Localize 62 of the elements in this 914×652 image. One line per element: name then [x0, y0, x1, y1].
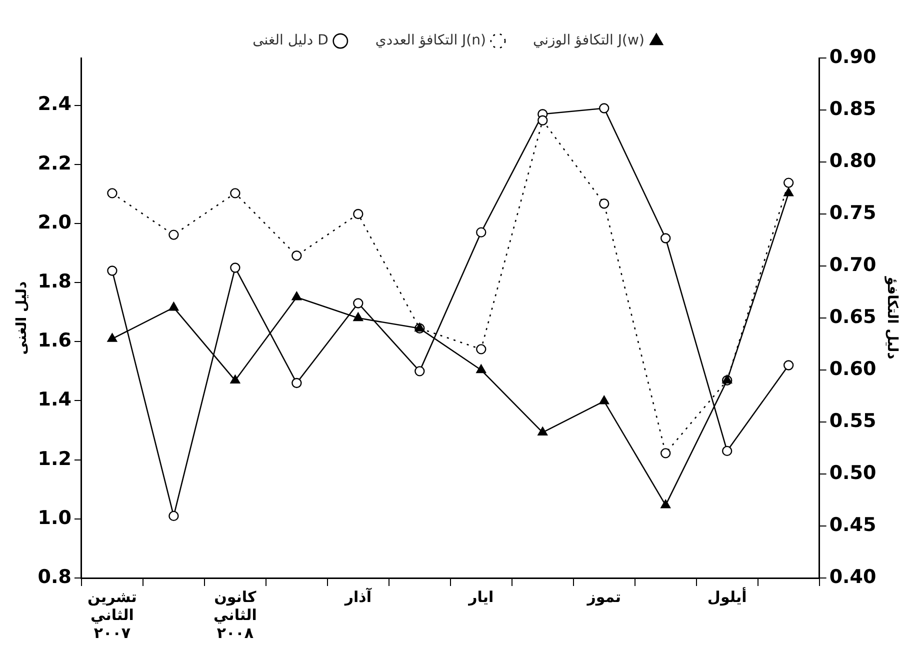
x-tick-label: أيلول — [707, 586, 747, 606]
y2-tick-label: 0.80 — [829, 150, 876, 172]
y-tick-label: 2.0 — [38, 211, 72, 234]
legend-label: التكافؤ العددي J(n) — [375, 32, 486, 49]
point — [599, 198, 610, 209]
y-tick-label: 1.0 — [38, 506, 72, 529]
point — [783, 178, 794, 188]
y-tick-label: 1.8 — [38, 270, 72, 292]
point — [476, 364, 486, 374]
point — [353, 312, 364, 322]
x-tick-label: آذار — [344, 586, 372, 606]
point — [292, 378, 302, 388]
point — [599, 396, 610, 404]
legend-label: دليل الغنى D — [252, 32, 328, 49]
point — [107, 188, 118, 198]
point — [538, 426, 548, 436]
point — [660, 233, 671, 244]
point — [784, 188, 794, 196]
point — [414, 366, 425, 376]
point — [230, 374, 240, 384]
point — [107, 333, 118, 342]
y-tick-label: 2.4 — [38, 93, 72, 116]
point — [476, 344, 486, 354]
x-tick-label: تموز — [586, 588, 621, 606]
x-tick-label: كانون الثاني ٢٠٠٨ — [214, 588, 257, 642]
y2-tick-label: 0.90 — [829, 46, 876, 68]
point — [168, 510, 179, 522]
point — [722, 446, 732, 456]
y2-tick-label: 0.85 — [829, 98, 876, 120]
point — [538, 115, 548, 126]
point — [476, 227, 486, 238]
y2-axis-title: دليل التكافؤ — [884, 276, 900, 360]
point — [599, 103, 610, 114]
y-tick-label: 0.8 — [38, 566, 72, 588]
y-tick-label: 1.4 — [38, 388, 72, 411]
x-tick-label: تشرين الثاني ٢٠٠٧ — [88, 588, 137, 642]
point — [353, 298, 364, 308]
legend-label: التكافؤ الوزني J(w) — [532, 32, 644, 49]
x-tick-label: ايار — [468, 588, 494, 606]
point — [107, 266, 118, 276]
y2-tick-label: 0.45 — [829, 514, 876, 536]
point — [660, 500, 671, 508]
y2-tick-label: 0.60 — [829, 358, 876, 380]
y-tick-label: 2.2 — [38, 152, 72, 174]
y-tick-label: 1.2 — [38, 448, 72, 470]
point — [230, 188, 240, 198]
y2-tick-label: 0.40 — [829, 566, 876, 588]
point — [353, 208, 364, 220]
y2-tick-label: 0.75 — [829, 202, 876, 224]
point — [660, 448, 671, 458]
y-tick-label: 1.6 — [38, 330, 72, 352]
y2-tick-label: 0.65 — [829, 306, 876, 328]
point — [168, 302, 179, 311]
y-axis-title: دليل الغنى — [14, 281, 30, 355]
y2-tick-label: 0.50 — [829, 462, 876, 484]
y2-tick-label: 0.55 — [829, 410, 876, 432]
point — [230, 262, 240, 273]
point — [292, 292, 302, 300]
point — [783, 360, 794, 370]
y2-tick-label: 0.70 — [829, 254, 876, 276]
point — [168, 230, 179, 240]
point — [292, 250, 302, 261]
